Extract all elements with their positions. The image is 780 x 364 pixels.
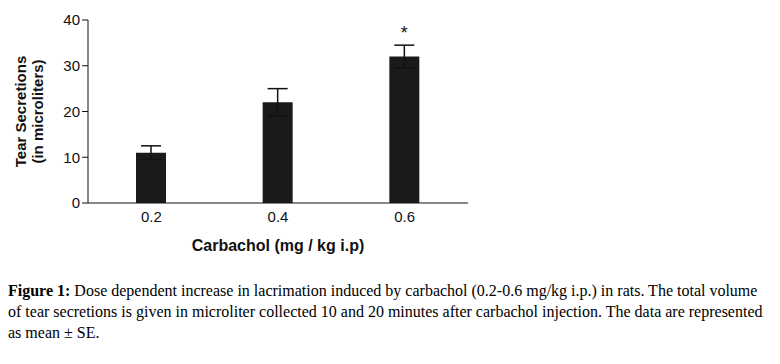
svg-text:Carbachol (mg / kg i.p): Carbachol (mg / kg i.p) bbox=[192, 237, 364, 254]
svg-text:0.2: 0.2 bbox=[141, 208, 162, 225]
html-text:Figure 1: Dose dependent incre: Figure 1: Dose dependent increase in lac… bbox=[8, 282, 763, 341]
svg-text:40: 40 bbox=[63, 11, 80, 28]
svg-text:0: 0 bbox=[72, 194, 80, 211]
svg-text:0.6: 0.6 bbox=[394, 208, 415, 225]
svg-text:0.4: 0.4 bbox=[268, 208, 289, 225]
svg-text:20: 20 bbox=[63, 103, 80, 120]
svg-text:*: * bbox=[401, 23, 408, 43]
svg-text:Tear Secretions: Tear Secretions bbox=[12, 56, 29, 167]
svg-text:(in microliters): (in microliters) bbox=[29, 59, 46, 163]
svg-text:30: 30 bbox=[63, 57, 80, 74]
svg-text:10: 10 bbox=[63, 149, 80, 166]
